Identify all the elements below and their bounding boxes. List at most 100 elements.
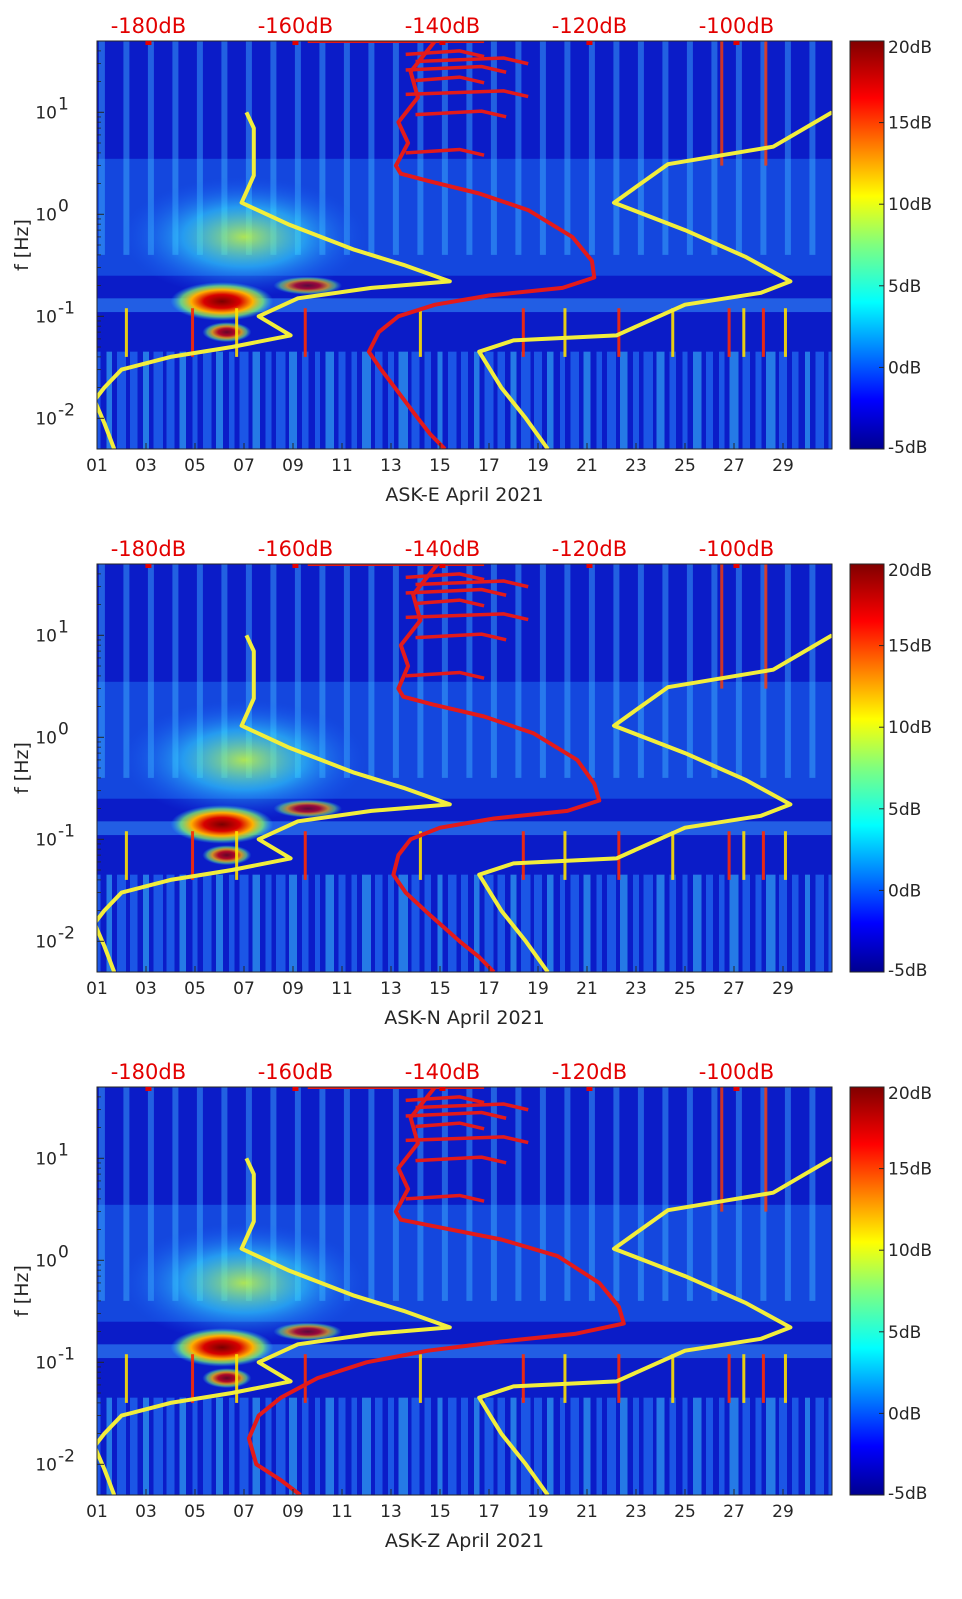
lowfreq-stripe <box>643 1397 653 1495</box>
event-spike <box>303 308 307 357</box>
daily-streak <box>294 1087 301 1301</box>
lowfreq-stripe <box>289 351 297 449</box>
daily-streak <box>245 41 252 255</box>
y-tick-label: 10 <box>35 103 57 123</box>
x-axis-label: ASK-Z April 2021 <box>385 1530 544 1552</box>
daily-streak <box>441 1087 448 1301</box>
lowfreq-stripe <box>276 351 286 449</box>
lowfreq-stripe <box>315 351 320 449</box>
lowfreq-stripe <box>570 1397 579 1495</box>
lowfreq-stripe <box>130 1397 138 1495</box>
lowfreq-stripe <box>766 351 776 449</box>
lowfreq-stripe <box>252 351 260 449</box>
daily-streak <box>196 41 203 255</box>
colorbar-label: 15dB <box>888 114 932 134</box>
daily-streak <box>735 1087 742 1301</box>
lowfreq-stripe <box>437 351 443 449</box>
top-db-tick <box>586 41 593 45</box>
red-curve-detail <box>415 75 485 85</box>
x-tick-label: 29 <box>772 979 794 999</box>
yellow-curve-high-noise-model-right <box>477 1156 832 1495</box>
lowfreq-stripe <box>766 1397 776 1495</box>
lowfreq-stripe <box>706 874 713 972</box>
event-spike <box>764 1087 768 1212</box>
colorbar-label: 10dB <box>888 718 932 738</box>
x-tick-label: 09 <box>282 979 304 999</box>
daily-streak <box>588 41 595 255</box>
red-curve-detail <box>405 572 485 582</box>
event-spike <box>418 308 422 357</box>
lowfreq-stripe <box>805 351 810 449</box>
lowfreq-stripe <box>388 874 394 972</box>
colorbar-label: 5dB <box>888 277 921 297</box>
top-db-label: -140dB <box>405 537 480 561</box>
daily-streak <box>809 41 816 255</box>
lowfreq-stripe <box>351 1397 357 1495</box>
red-curve-average-spectrum <box>246 1087 626 1495</box>
lowfreq-stripe <box>325 1397 334 1495</box>
lowfreq-stripe <box>596 874 602 972</box>
lowfreq-stripe <box>252 1397 260 1495</box>
daily-streak <box>98 1087 105 1301</box>
lowfreq-stripe <box>815 874 824 972</box>
y-tick-label: 10 <box>35 1353 57 1373</box>
red-curve-detail <box>415 579 529 589</box>
lowfreq-stripe <box>805 874 810 972</box>
lowfreq-stripe <box>117 1397 126 1495</box>
daily-streak <box>392 41 399 255</box>
lowfreq-stripe <box>375 351 383 449</box>
daily-streak <box>294 41 301 255</box>
event-spike <box>124 1354 128 1403</box>
y-axis-label: f [Hz] <box>11 1265 33 1317</box>
lowfreq-stripe <box>729 874 739 972</box>
daily-streak <box>539 1087 546 1301</box>
lowfreq-stripe <box>239 874 249 972</box>
daily-streak <box>123 564 130 778</box>
daily-streak <box>784 564 791 778</box>
top-db-tick <box>145 41 152 45</box>
x-tick-label: 25 <box>674 979 696 999</box>
lowfreq-stripe <box>276 874 286 972</box>
y-tick-exponent: 1 <box>58 94 69 114</box>
daily-streak <box>564 564 571 778</box>
top-db-tick <box>439 564 446 568</box>
x-tick-label: 15 <box>429 979 451 999</box>
lowfreq-stripe <box>560 874 565 972</box>
event-spike <box>124 308 128 357</box>
y-tick-label: 10 <box>35 728 57 748</box>
colorbar-label: 20dB <box>888 1084 932 1104</box>
lowfreq-stripe <box>719 351 725 449</box>
x-tick-label: 27 <box>723 979 745 999</box>
lowfreq-stripe <box>192 1397 198 1495</box>
lowfreq-stripe <box>693 874 702 972</box>
colorbar-label: 15dB <box>888 1160 932 1180</box>
y-tick-label: 10 <box>35 1251 57 1271</box>
event-spike <box>727 308 731 357</box>
top-db-label: -180dB <box>111 1060 186 1084</box>
event-spike <box>563 831 567 880</box>
lowfreq-stripe <box>474 874 480 972</box>
yellow-curve-low-noise-model-left <box>97 111 452 449</box>
daily-streak <box>368 564 375 778</box>
x-tick-label: 27 <box>723 1502 745 1522</box>
lowfreq-stripe <box>682 1397 688 1495</box>
storm-glow <box>121 1222 367 1343</box>
y-tick-exponent: 1 <box>58 1140 69 1160</box>
lowfreq-stripe <box>534 874 542 972</box>
storm-hotspot-secondary <box>273 1322 343 1341</box>
daily-streak <box>588 1087 595 1301</box>
lowfreq-stripe <box>106 351 112 449</box>
lowfreq-stripe <box>216 351 223 449</box>
daily-streak <box>613 1087 620 1301</box>
daily-streak <box>196 1087 203 1301</box>
lowfreq-stripe <box>424 1397 431 1495</box>
spectrogram-heatmap <box>97 41 832 449</box>
lowfreq-stripe <box>448 351 457 449</box>
top-db-label: -160dB <box>258 14 333 38</box>
lowfreq-stripe <box>97 351 101 449</box>
lowfreq-stripe <box>693 351 702 449</box>
daily-streak <box>172 41 179 255</box>
daily-streak <box>809 1087 816 1301</box>
event-spike <box>764 564 768 689</box>
daily-streak <box>809 564 816 778</box>
